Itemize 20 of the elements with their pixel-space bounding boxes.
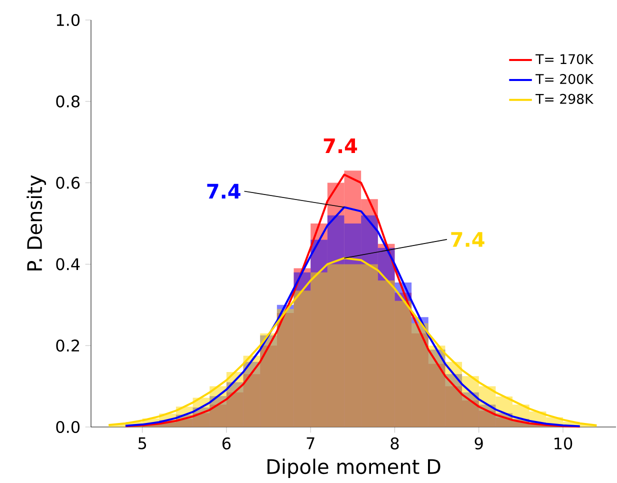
x-tick-label: 8 (390, 437, 399, 450)
x-tick-label: 7 (306, 437, 314, 450)
x-tick-label: 6 (222, 437, 231, 450)
x-axis-title: Dipole moment D (268, 458, 440, 478)
x-tick-label: 5 (138, 437, 146, 450)
legend-label: T= 170K (536, 54, 594, 64)
y-tick-label: 0.0 (56, 420, 80, 434)
y-tick-label: 0.6 (56, 176, 80, 189)
y-axis-title: P. Density (26, 175, 46, 270)
y-tick-label: 0.8 (56, 95, 80, 108)
legend-label: T= 200K (536, 74, 594, 84)
legend-label: T= 298K (536, 94, 594, 104)
y-tick-label: 1.0 (56, 14, 80, 26)
annotation: 7.4 (451, 232, 484, 247)
y-tick-label: 0.2 (56, 340, 79, 352)
y-tick-label: 0.4 (56, 258, 80, 270)
annotation: 7.4 (324, 138, 358, 154)
x-tick-label: 9 (474, 437, 483, 450)
annotation: 7.4 (207, 184, 240, 199)
x-tick-label: 10 (554, 437, 572, 450)
